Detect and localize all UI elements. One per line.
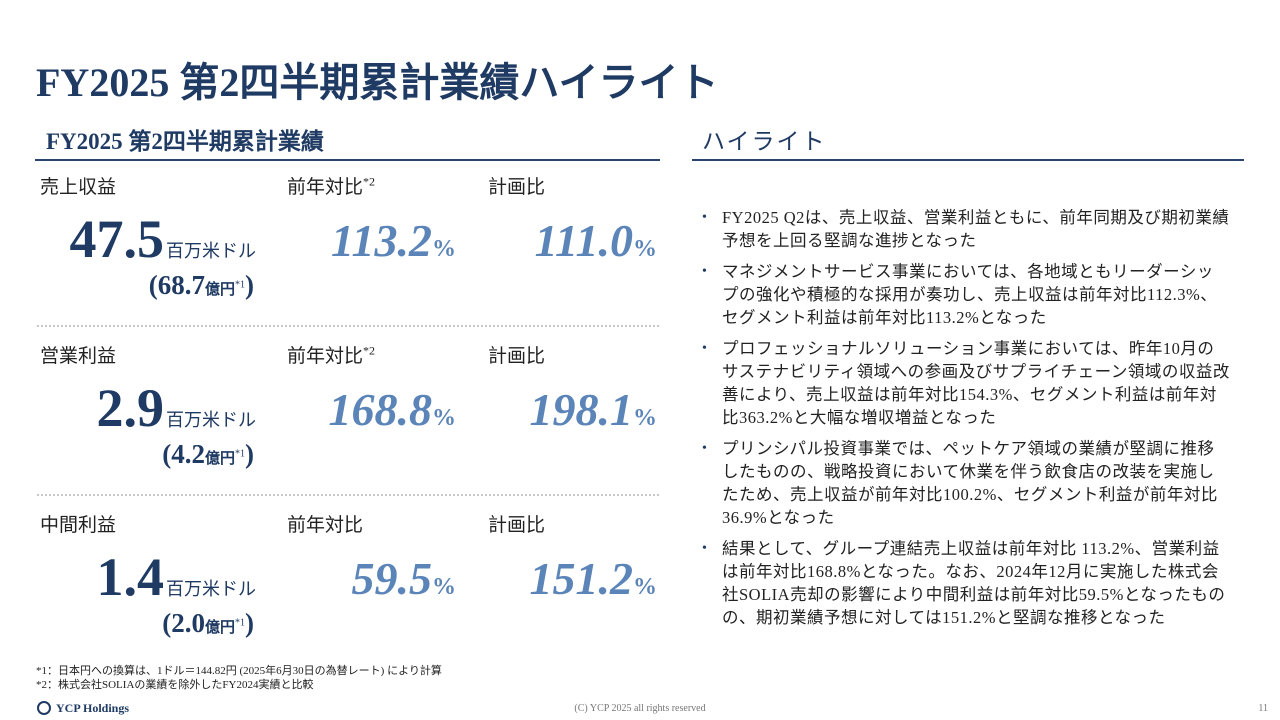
jpy-close: ) bbox=[245, 608, 254, 638]
yoy-value: 168.8% bbox=[329, 383, 457, 436]
yoy-label-text: 前年対比 bbox=[287, 515, 364, 536]
plan-unit: % bbox=[633, 405, 657, 431]
value-number: 2.9 bbox=[96, 378, 165, 438]
plan-unit: % bbox=[633, 236, 657, 262]
yoy-label: 前年対比 bbox=[287, 510, 363, 537]
yoy-unit: % bbox=[432, 236, 456, 262]
jpy-value: (4.2億円*1) bbox=[162, 439, 254, 470]
right-heading: ハイライト bbox=[702, 129, 827, 154]
yoy-label: 前年対比*2 bbox=[287, 341, 375, 368]
footnote-ref: *1 bbox=[235, 617, 245, 629]
jpy-number: (2.0 bbox=[162, 608, 205, 638]
plan-label: 計画比 bbox=[488, 515, 546, 536]
jpy-unit: 億円 bbox=[204, 620, 235, 636]
plan-number: 151.2 bbox=[529, 553, 634, 604]
highlight-list: FY2025 Q2は、売上収益、営業利益ともに、前年同期及び期初業績予想を上回る… bbox=[700, 206, 1230, 637]
slide-title: FY2025 第2四半期累計業績ハイライト bbox=[36, 60, 719, 105]
yoy-value: 113.2% bbox=[331, 214, 456, 267]
yoy-value: 59.5% bbox=[352, 552, 457, 605]
yoy-label: 前年対比*2 bbox=[287, 172, 375, 199]
footnote: *1：日本円への換算は、1ドル＝144.82円 (2025年6月30日の為替レー… bbox=[36, 665, 442, 677]
jpy-close: ) bbox=[245, 439, 254, 469]
metric-value: 1.4 百万米ドル bbox=[97, 546, 257, 608]
jpy-number: (4.2 bbox=[162, 439, 205, 469]
highlight-item: プロフェッショナルソリューション事業においては、昨年10月のサステナビリティ領域… bbox=[700, 337, 1230, 429]
highlight-item: 結果として、グループ連結売上収益は前年対比 113.2%、営業利益は前年対比16… bbox=[700, 537, 1230, 629]
jpy-number: (68.7 bbox=[148, 270, 205, 300]
highlight-item: FY2025 Q2は、売上収益、営業利益ともに、前年同期及び期初業績予想を上回る… bbox=[700, 206, 1230, 252]
plan-value: 198.1% bbox=[530, 383, 658, 436]
yoy-label-text: 前年対比 bbox=[287, 346, 364, 367]
footnote-ref: *1 bbox=[235, 279, 245, 291]
separator bbox=[37, 494, 659, 496]
footnote-ref: *2 bbox=[363, 174, 376, 189]
value-unit: 百万米ドル bbox=[166, 241, 256, 261]
yoy-unit: % bbox=[432, 405, 456, 431]
right-rule bbox=[692, 159, 1244, 161]
value-number: 47.5 bbox=[69, 209, 165, 269]
metric-label: 中間利益 bbox=[40, 515, 117, 536]
metric-value: 47.5 百万米ドル bbox=[70, 208, 257, 270]
plan-value: 151.2% bbox=[530, 552, 658, 605]
left-heading: FY2025 第2四半期累計業績 bbox=[46, 129, 324, 154]
jpy-value: (2.0億円*1) bbox=[162, 608, 254, 639]
metric-label: 営業利益 bbox=[40, 346, 117, 367]
jpy-unit: 億円 bbox=[204, 282, 235, 298]
yoy-number: 59.5 bbox=[351, 553, 433, 604]
plan-unit: % bbox=[633, 574, 657, 600]
page-number: 11 bbox=[1258, 703, 1268, 714]
yoy-label-text: 前年対比 bbox=[287, 177, 364, 198]
value-unit: 百万米ドル bbox=[166, 410, 256, 430]
separator bbox=[37, 325, 659, 327]
highlight-item: プリンシパル投資事業では、ペットケア領域の業績が堅調に推移したものの、戦略投資に… bbox=[700, 437, 1230, 529]
plan-value: 111.0% bbox=[535, 214, 657, 267]
jpy-unit: 億円 bbox=[204, 451, 235, 467]
plan-number: 198.1 bbox=[529, 384, 634, 435]
metric-value: 2.9 百万米ドル bbox=[97, 377, 257, 439]
logo-text: YCP Holdings bbox=[56, 701, 130, 715]
left-rule bbox=[35, 159, 660, 161]
plan-number: 111.0 bbox=[534, 215, 633, 266]
footnote-ref: *1 bbox=[235, 448, 245, 460]
yoy-number: 168.8 bbox=[328, 384, 433, 435]
yoy-number: 113.2 bbox=[331, 215, 432, 266]
yoy-unit: % bbox=[432, 574, 456, 600]
value-unit: 百万米ドル bbox=[166, 579, 256, 599]
logo-mark bbox=[37, 701, 51, 715]
metric-label: 売上収益 bbox=[40, 177, 117, 198]
highlight-item: マネジメントサービス事業においては、各地域ともリーダーシップの強化や積極的な採用… bbox=[700, 260, 1230, 329]
plan-label: 計画比 bbox=[488, 346, 546, 367]
footnote-ref: *2 bbox=[363, 343, 376, 358]
value-number: 1.4 bbox=[96, 547, 165, 607]
jpy-close: ) bbox=[245, 270, 254, 300]
footnote: *2：株式会社SOLIAの業績を除外したFY2024実績と比較 bbox=[36, 679, 314, 691]
plan-label: 計画比 bbox=[488, 177, 546, 198]
copyright: (C) YCP 2025 all rights reserved bbox=[574, 703, 706, 714]
jpy-value: (68.7億円*1) bbox=[149, 270, 254, 301]
